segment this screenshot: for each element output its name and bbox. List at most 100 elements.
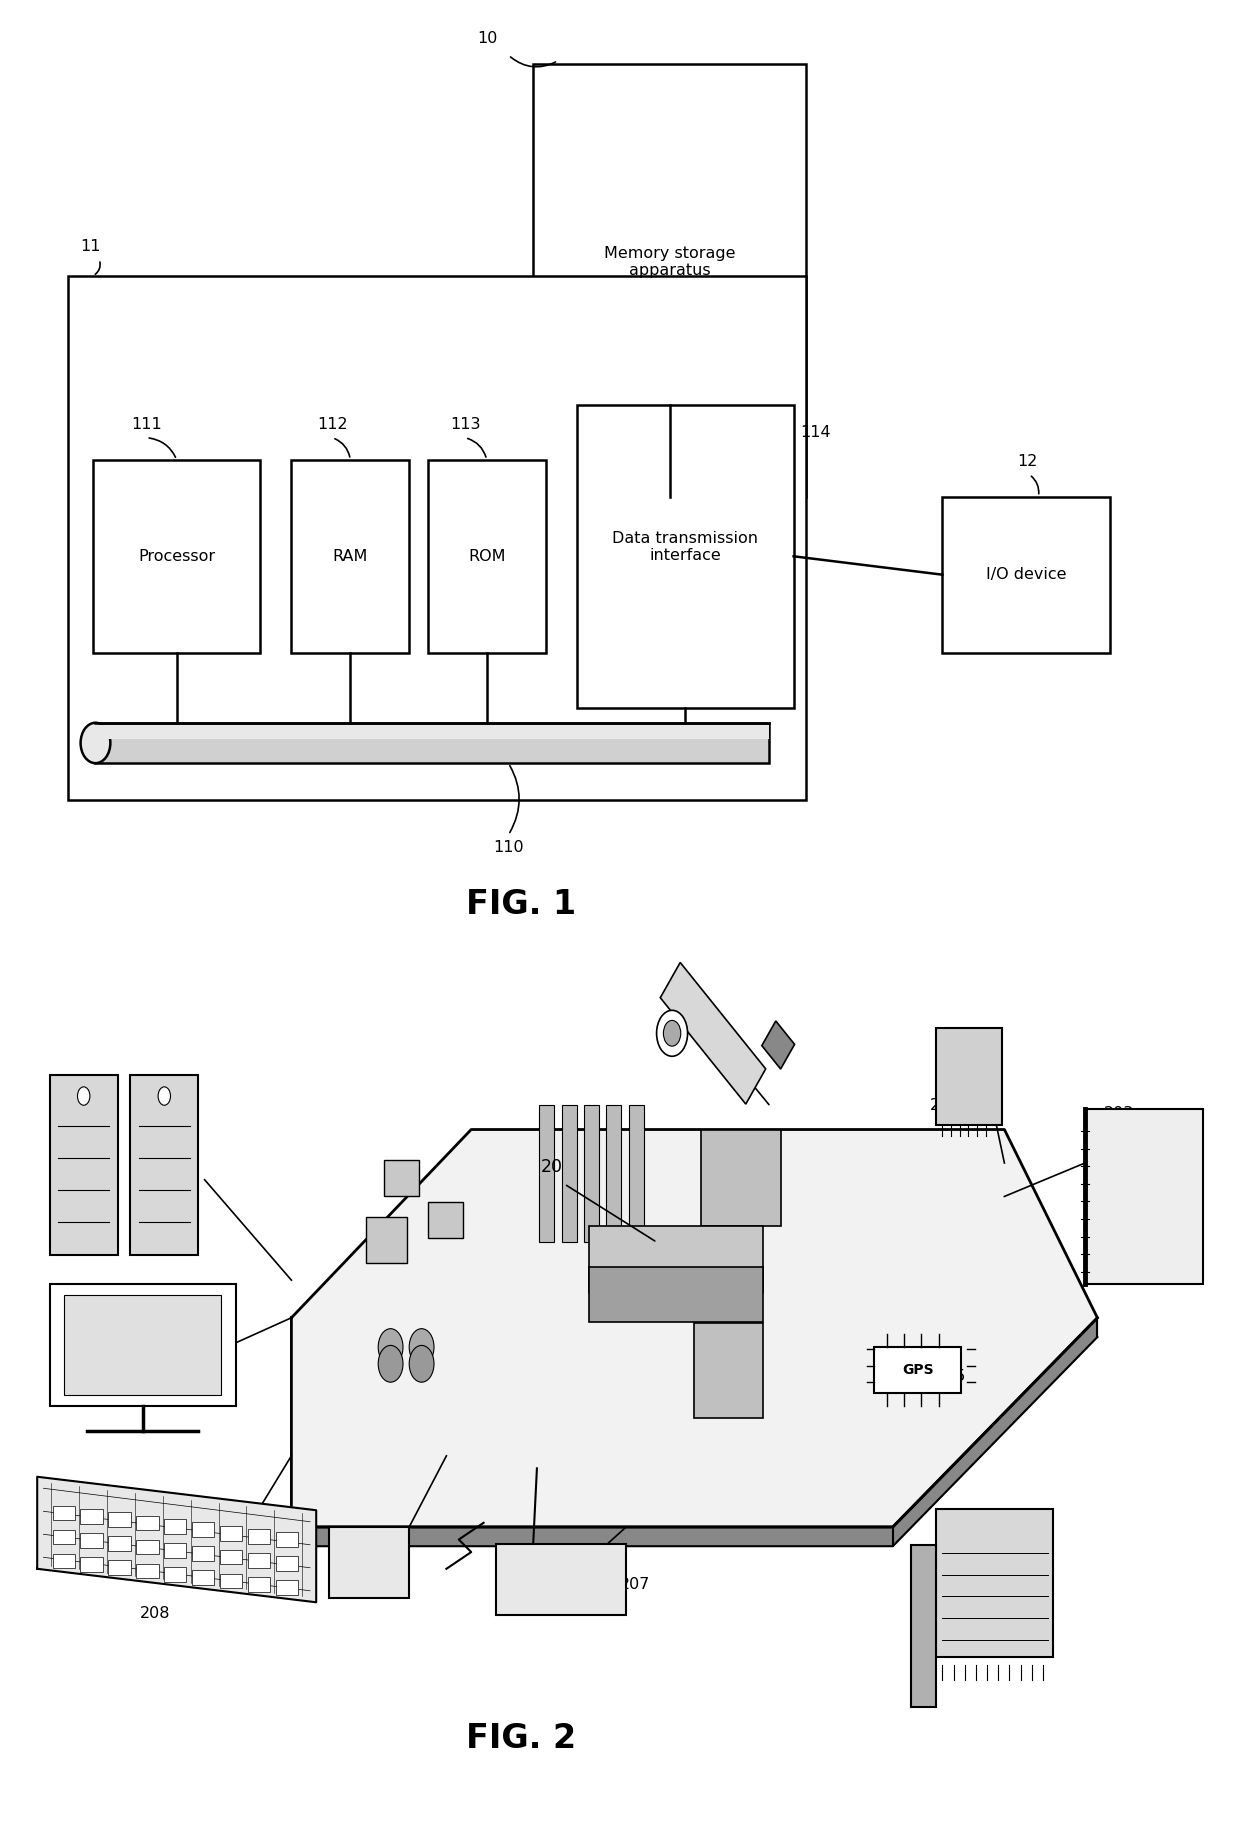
FancyBboxPatch shape (533, 64, 806, 497)
FancyBboxPatch shape (130, 1076, 198, 1254)
Polygon shape (660, 962, 766, 1103)
FancyBboxPatch shape (694, 1322, 763, 1418)
FancyBboxPatch shape (81, 1534, 103, 1548)
FancyBboxPatch shape (562, 1105, 577, 1243)
Text: 112: 112 (317, 417, 347, 432)
FancyBboxPatch shape (248, 1578, 270, 1593)
FancyBboxPatch shape (164, 1543, 186, 1558)
Text: 203: 203 (1104, 1105, 1133, 1122)
Circle shape (409, 1346, 434, 1383)
FancyBboxPatch shape (93, 460, 260, 653)
Text: 10: 10 (477, 31, 497, 46)
FancyBboxPatch shape (275, 1580, 298, 1594)
FancyBboxPatch shape (911, 1545, 936, 1707)
FancyBboxPatch shape (936, 1510, 1053, 1657)
FancyBboxPatch shape (589, 1267, 763, 1322)
FancyBboxPatch shape (164, 1567, 186, 1582)
FancyBboxPatch shape (329, 1526, 409, 1598)
FancyBboxPatch shape (64, 1295, 221, 1394)
FancyBboxPatch shape (275, 1532, 298, 1547)
FancyBboxPatch shape (248, 1554, 270, 1569)
Text: 201: 201 (711, 1043, 740, 1059)
FancyBboxPatch shape (219, 1574, 242, 1589)
FancyBboxPatch shape (539, 1105, 554, 1243)
Circle shape (378, 1328, 403, 1365)
FancyBboxPatch shape (52, 1530, 74, 1545)
Text: 110: 110 (494, 840, 523, 855)
FancyBboxPatch shape (136, 1539, 159, 1554)
Ellipse shape (657, 1010, 687, 1056)
Text: 210: 210 (56, 1223, 87, 1238)
Text: Data transmission
interface: Data transmission interface (613, 531, 758, 563)
FancyBboxPatch shape (52, 1554, 74, 1569)
Text: 208: 208 (140, 1607, 170, 1622)
FancyBboxPatch shape (136, 1515, 159, 1530)
FancyBboxPatch shape (701, 1131, 781, 1227)
FancyBboxPatch shape (275, 1556, 298, 1571)
FancyBboxPatch shape (428, 1201, 463, 1238)
Text: FIG. 2: FIG. 2 (466, 1721, 575, 1754)
Text: Processor: Processor (138, 548, 216, 565)
FancyBboxPatch shape (95, 723, 769, 763)
Text: 12: 12 (1017, 454, 1037, 469)
Text: FIG. 1: FIG. 1 (466, 888, 575, 921)
Text: RAM: RAM (332, 548, 368, 565)
FancyBboxPatch shape (81, 1558, 103, 1572)
Polygon shape (37, 1477, 316, 1602)
FancyBboxPatch shape (192, 1547, 215, 1561)
Circle shape (378, 1346, 403, 1383)
Text: 113: 113 (450, 417, 480, 432)
Circle shape (159, 1087, 171, 1105)
FancyBboxPatch shape (192, 1571, 215, 1585)
Ellipse shape (81, 723, 110, 763)
FancyBboxPatch shape (248, 1530, 270, 1545)
FancyBboxPatch shape (95, 725, 769, 739)
FancyBboxPatch shape (108, 1512, 130, 1526)
FancyBboxPatch shape (68, 276, 806, 800)
Text: GPS: GPS (901, 1363, 934, 1377)
FancyBboxPatch shape (50, 1076, 118, 1254)
Text: 11: 11 (81, 239, 102, 254)
FancyBboxPatch shape (1085, 1109, 1203, 1284)
FancyBboxPatch shape (874, 1346, 961, 1394)
FancyBboxPatch shape (219, 1550, 242, 1565)
FancyBboxPatch shape (50, 1284, 236, 1405)
Text: I/O device: I/O device (986, 566, 1066, 583)
FancyBboxPatch shape (606, 1105, 621, 1243)
Text: 209: 209 (56, 1381, 86, 1396)
FancyBboxPatch shape (936, 1028, 1002, 1125)
Text: 111: 111 (131, 417, 161, 432)
FancyBboxPatch shape (589, 1227, 763, 1293)
FancyBboxPatch shape (577, 405, 794, 708)
Circle shape (77, 1087, 91, 1105)
Text: 20: 20 (541, 1157, 563, 1175)
Text: 207: 207 (620, 1578, 650, 1593)
FancyBboxPatch shape (219, 1526, 242, 1541)
Polygon shape (291, 1319, 1097, 1547)
FancyBboxPatch shape (942, 497, 1110, 653)
FancyBboxPatch shape (291, 460, 409, 653)
Text: Memory storage
apparatus: Memory storage apparatus (604, 246, 735, 278)
Text: 206: 206 (961, 1604, 991, 1618)
FancyBboxPatch shape (108, 1536, 130, 1550)
FancyBboxPatch shape (496, 1543, 626, 1615)
FancyBboxPatch shape (584, 1105, 599, 1243)
Text: ROM: ROM (467, 548, 506, 565)
FancyBboxPatch shape (384, 1160, 419, 1197)
FancyBboxPatch shape (192, 1523, 215, 1537)
Ellipse shape (663, 1021, 681, 1046)
Text: 114: 114 (800, 425, 831, 440)
FancyBboxPatch shape (629, 1105, 644, 1243)
FancyBboxPatch shape (81, 1510, 103, 1525)
Text: 205: 205 (936, 1368, 966, 1385)
FancyBboxPatch shape (366, 1217, 407, 1263)
Polygon shape (291, 1129, 1097, 1526)
FancyBboxPatch shape (164, 1519, 186, 1534)
FancyBboxPatch shape (108, 1559, 130, 1574)
Text: 202: 202 (930, 1098, 960, 1113)
FancyBboxPatch shape (136, 1563, 159, 1578)
FancyBboxPatch shape (428, 460, 546, 653)
Circle shape (409, 1328, 434, 1365)
Polygon shape (761, 1021, 795, 1068)
Text: 204: 204 (353, 1561, 383, 1576)
